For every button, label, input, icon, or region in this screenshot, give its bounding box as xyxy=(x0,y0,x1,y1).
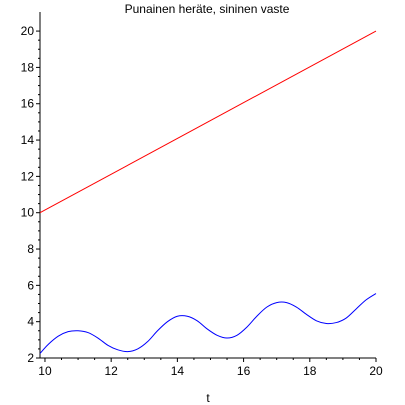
y-tick-label: 14 xyxy=(21,133,35,147)
y-tick-label: 6 xyxy=(27,278,34,292)
y-tick-label: 18 xyxy=(21,60,35,74)
y-tick-label: 4 xyxy=(27,315,34,329)
x-tick-label: 20 xyxy=(369,364,383,378)
y-tick-label: 2 xyxy=(27,351,34,365)
y-tick-label: 16 xyxy=(21,97,35,111)
series-layer xyxy=(39,30,377,354)
y-tick-label: 10 xyxy=(21,206,35,220)
series-blue-line xyxy=(39,293,377,354)
series-red-line xyxy=(39,30,377,214)
x-tick-label: 18 xyxy=(303,364,317,378)
x-tick-label: 10 xyxy=(38,364,52,378)
x-tick-label: 16 xyxy=(237,364,251,378)
x-axis-label: t xyxy=(206,391,210,405)
x-tick-label: 12 xyxy=(104,364,118,378)
chart-title: Punainen heräte, sininen vaste xyxy=(125,2,290,16)
y-tick-label: 20 xyxy=(21,24,35,38)
axes: 2 4 6 8 10 12 14 16 18 20 10 12 14 16 18 20 xyxy=(21,12,383,378)
y-tick-label: 8 xyxy=(27,242,34,256)
x-tick-label: 14 xyxy=(171,364,185,378)
y-tick-label: 12 xyxy=(21,169,35,183)
